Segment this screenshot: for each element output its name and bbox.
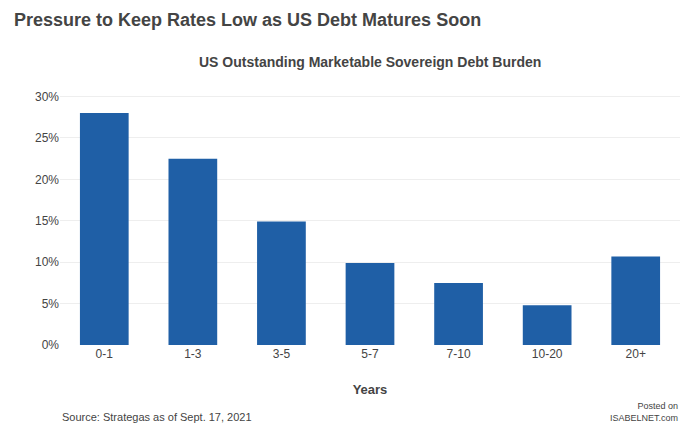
svg-text:0-1: 0-1	[96, 347, 114, 361]
svg-text:1-3: 1-3	[184, 347, 202, 361]
svg-text:25%: 25%	[35, 131, 59, 145]
svg-text:30%: 30%	[35, 90, 59, 104]
svg-text:5-7: 5-7	[361, 347, 379, 361]
svg-text:Source: Strategas as of Sept.: Source: Strategas as of Sept. 17, 2021	[62, 411, 252, 423]
svg-text:Years: Years	[353, 382, 388, 397]
svg-text:5%: 5%	[42, 297, 60, 311]
svg-text:7-10: 7-10	[447, 347, 471, 361]
svg-text:Posted onISABELNET.com: Posted onISABELNET.com	[610, 401, 678, 423]
svg-text:0%: 0%	[42, 338, 60, 352]
svg-text:3-5: 3-5	[273, 347, 291, 361]
svg-text:US Outstanding Marketable Sove: US Outstanding Marketable Sovereign Debt…	[199, 54, 541, 70]
svg-text:Pressure to Keep Rates Low as: Pressure to Keep Rates Low as US Debt Ma…	[14, 10, 481, 30]
svg-text:15%: 15%	[35, 214, 59, 228]
svg-text:20%: 20%	[35, 173, 59, 187]
svg-text:10-20: 10-20	[532, 347, 563, 361]
svg-text:10%: 10%	[35, 255, 59, 269]
svg-text:20+: 20+	[626, 347, 646, 361]
